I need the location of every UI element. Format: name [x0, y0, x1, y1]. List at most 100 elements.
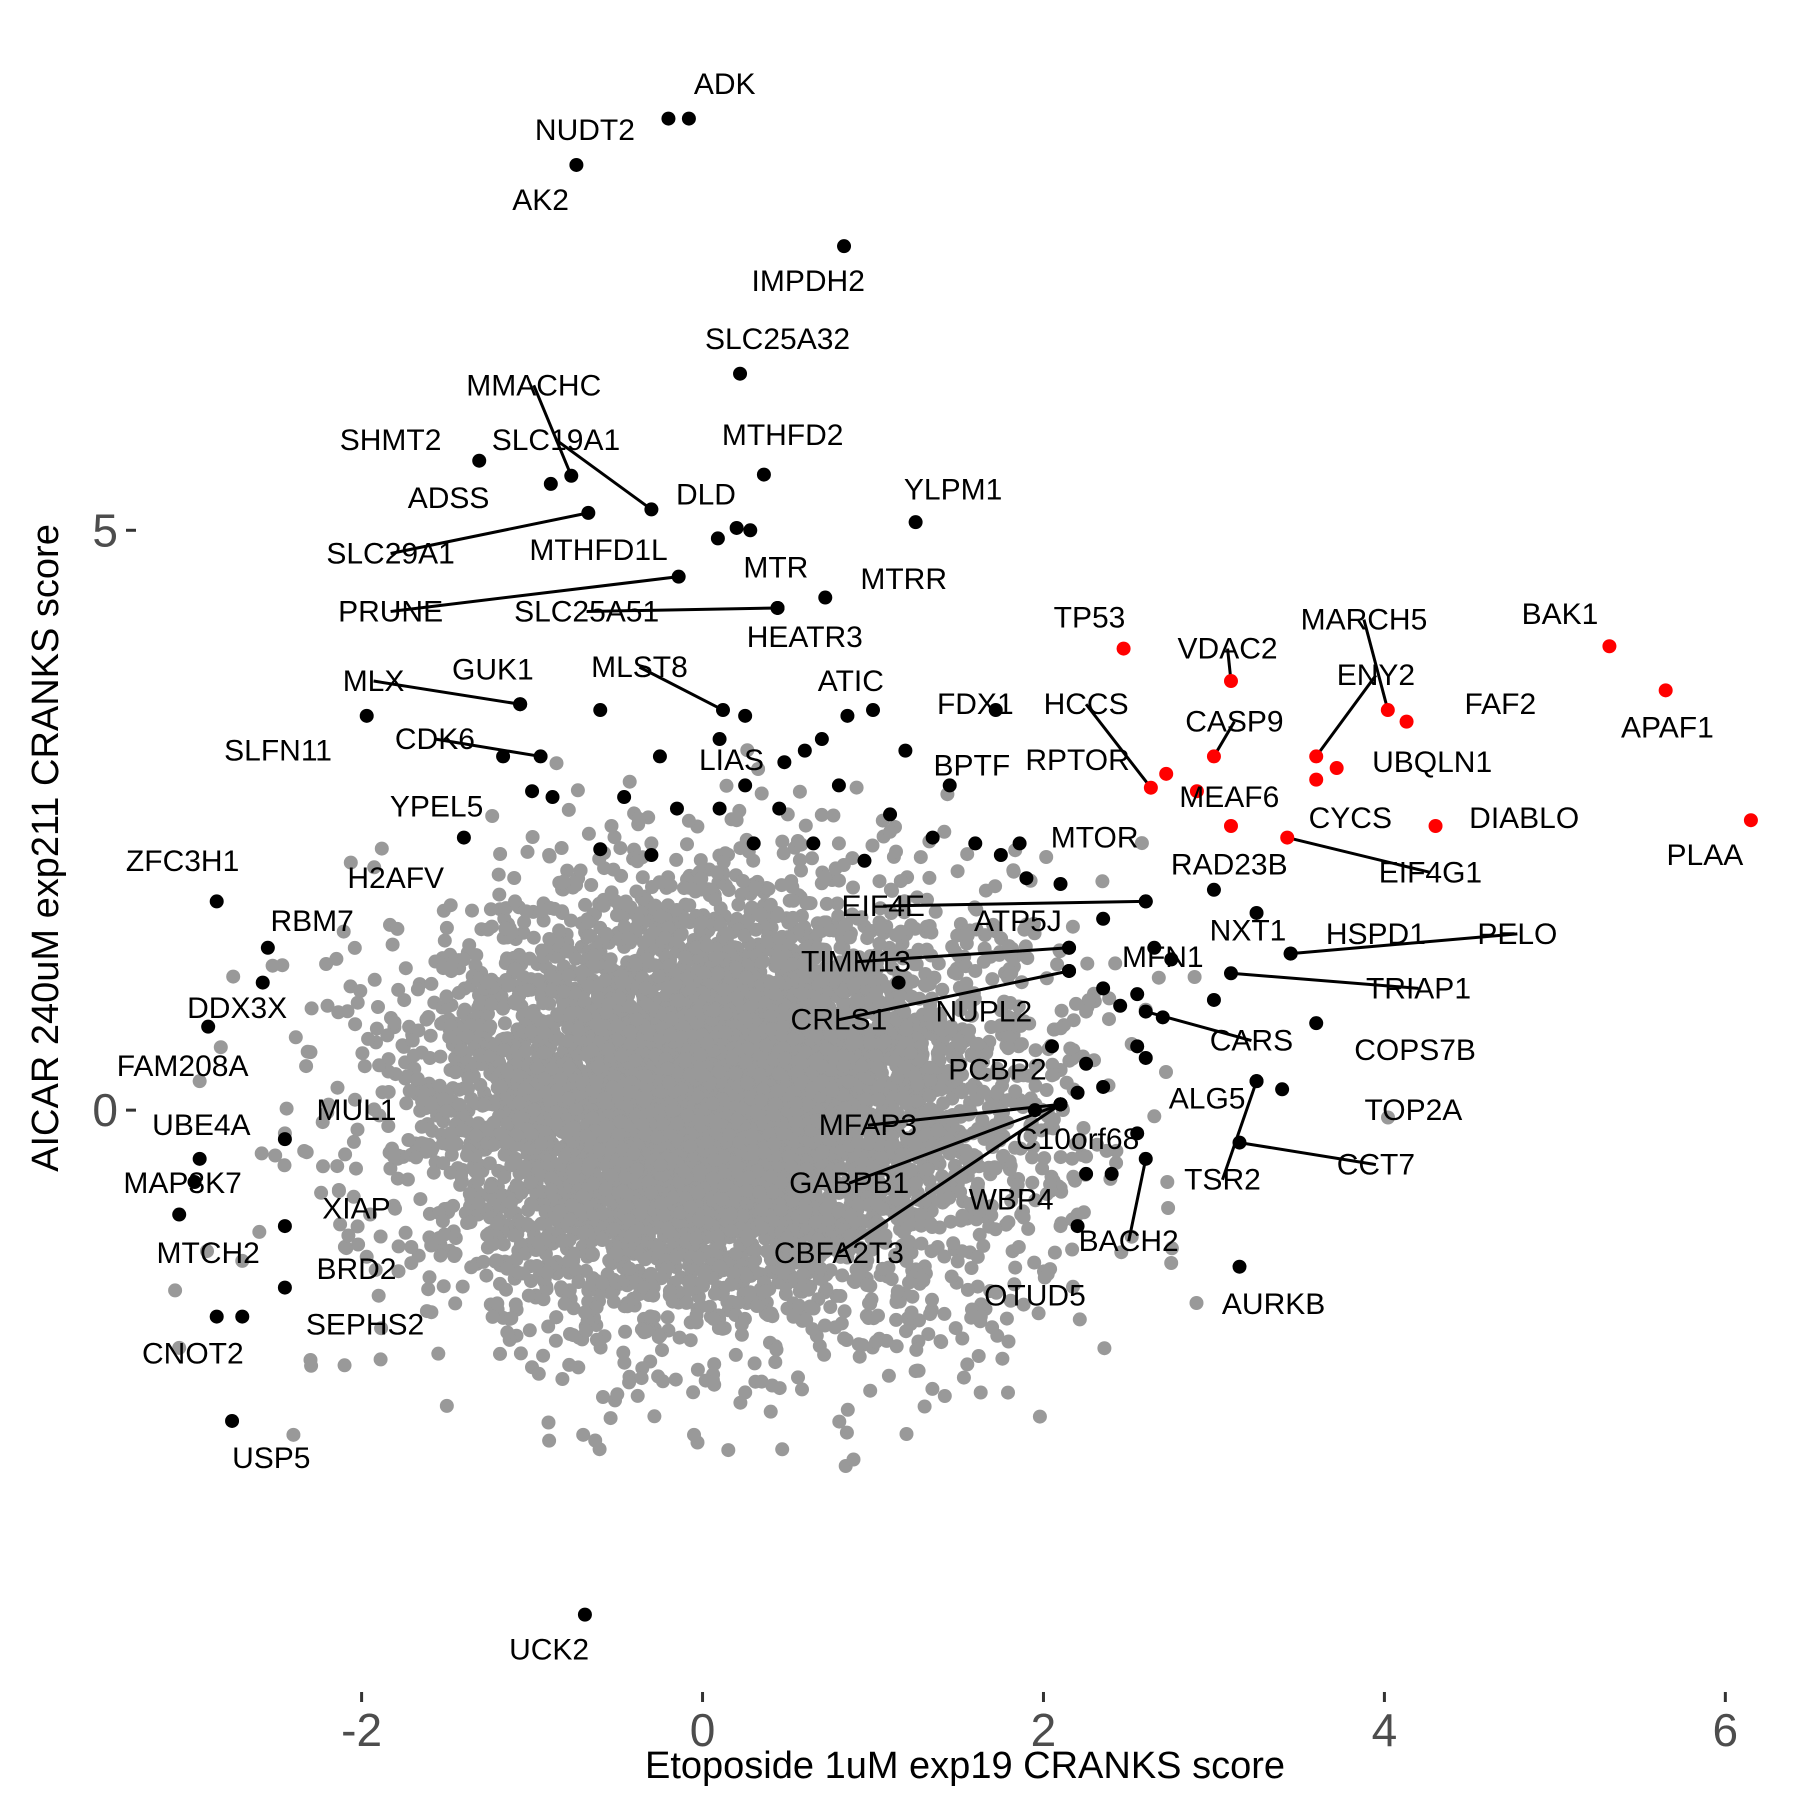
gray-point: [945, 939, 960, 954]
gray-point: [496, 1237, 511, 1252]
gray-point: [881, 1368, 896, 1383]
gray-point: [988, 879, 1003, 894]
gray-point: [925, 1292, 939, 1307]
gray-point: [279, 1101, 294, 1116]
gray-point: [381, 1119, 396, 1133]
gray-point: [719, 778, 734, 793]
gray-point: [541, 1415, 556, 1430]
gray-point: [1109, 1143, 1124, 1158]
gray-point: [734, 1327, 749, 1342]
gray-point: [1001, 1334, 1016, 1349]
gray-point: [672, 1330, 687, 1345]
gray-point: [226, 969, 241, 984]
gray-point: [390, 1171, 405, 1186]
gray-point: [340, 1004, 355, 1019]
gray-point: [899, 1427, 914, 1441]
gray-point: [884, 906, 899, 921]
gray-point: [373, 1352, 388, 1367]
gray-point: [928, 904, 943, 919]
gray-point: [449, 1137, 464, 1151]
gray-point: [1080, 956, 1095, 971]
gray-point: [792, 853, 807, 868]
gray-point: [330, 1080, 345, 1095]
gray-point: [1164, 1241, 1179, 1256]
gray-point: [390, 921, 405, 936]
gray-point: [805, 851, 819, 866]
gray-point: [397, 993, 412, 1008]
gray-point: [527, 1102, 542, 1117]
gray-point: [584, 878, 599, 892]
gray-point: [956, 1370, 971, 1385]
gray-point: [349, 1161, 363, 1176]
gray-point: [761, 1308, 776, 1323]
gray-point: [316, 1159, 330, 1174]
gray-point: [596, 1390, 610, 1404]
gray-point: [607, 830, 622, 845]
gray-point: [964, 1008, 979, 1023]
gray-point: [835, 1268, 850, 1283]
gray-point: [1164, 1256, 1179, 1270]
gray-point: [1102, 1012, 1116, 1027]
gray-point: [383, 1161, 398, 1176]
gray-point: [1108, 956, 1123, 971]
gray-point: [448, 1296, 463, 1311]
gray-point: [1053, 1150, 1068, 1165]
gray-point: [536, 996, 551, 1011]
gray-point: [554, 841, 569, 855]
gray-point: [819, 896, 834, 911]
gray-point: [791, 1370, 805, 1385]
gray-point: [348, 1092, 362, 1107]
gray-point: [985, 972, 1000, 987]
gray-point: [865, 838, 880, 853]
gray-point: [863, 1383, 878, 1398]
gray-point: [400, 1172, 415, 1187]
gray-point: [343, 855, 358, 870]
gray-point: [669, 852, 684, 867]
gray-point: [913, 850, 928, 865]
gray-point: [852, 1349, 867, 1364]
gray-point: [1072, 1312, 1087, 1327]
gray-point: [681, 813, 696, 828]
gray-point: [476, 1254, 491, 1269]
gray-point: [698, 1373, 713, 1388]
gray-point: [346, 1134, 361, 1149]
gray-point: [359, 1249, 374, 1264]
gray-point: [823, 1300, 838, 1314]
gray-point: [490, 1296, 505, 1311]
gray-point: [686, 1385, 701, 1400]
gray-point: [485, 809, 500, 823]
gray-point: [593, 1340, 608, 1355]
gray-point: [830, 896, 845, 911]
gray-point: [733, 841, 748, 856]
gray-point: [423, 1028, 438, 1043]
gray-point: [754, 786, 769, 801]
gray-point: [451, 985, 466, 1000]
gray-point: [333, 1217, 348, 1232]
gray-point: [404, 1240, 419, 1254]
gray-point: [1047, 1245, 1062, 1260]
gray-point: [794, 863, 808, 878]
gray-point: [833, 1289, 848, 1303]
gray-point: [480, 922, 495, 937]
gray-point: [357, 1059, 372, 1074]
gray-point: [960, 1357, 975, 1372]
gray-point: [775, 1442, 790, 1457]
gray-point: [555, 1372, 570, 1386]
gray-point: [422, 1270, 437, 1285]
gray-point: [521, 1288, 536, 1303]
gray-point: [832, 1414, 847, 1429]
gray-point: [464, 1260, 479, 1275]
gray-point: [647, 1409, 662, 1424]
gray-point: [277, 1158, 292, 1173]
gray-point: [683, 1333, 698, 1348]
gray-point: [972, 1066, 987, 1080]
gray-point: [634, 1371, 649, 1386]
gray-point: [1076, 1121, 1091, 1135]
gray-point: [1097, 1341, 1112, 1356]
gray-point: [999, 1217, 1014, 1232]
gray-point: [1161, 1201, 1176, 1215]
gray-point: [1028, 1058, 1043, 1073]
gray-point: [421, 1282, 436, 1297]
gray-point: [1004, 1193, 1019, 1208]
gray-point: [560, 863, 575, 878]
